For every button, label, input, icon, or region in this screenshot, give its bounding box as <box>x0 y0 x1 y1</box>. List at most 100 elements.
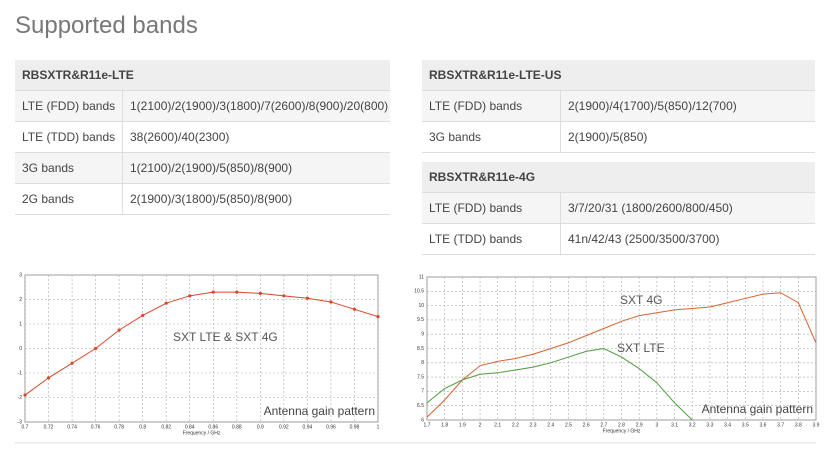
y-tick-label: 7 <box>421 389 424 395</box>
x-axis-label: Frequency / GHz <box>603 428 641 434</box>
row-value: 2(1900)/4(1700)/5(850)/12(700) <box>568 99 737 113</box>
row-label: 3G bands <box>422 122 561 152</box>
point <box>141 313 145 318</box>
x-tick-label: 0.92 <box>279 424 289 430</box>
x-tick-label: 0.94 <box>303 424 313 430</box>
table-row: LTE (FDD) bands 1(2100)/2(1900)/3(1800)/7… <box>15 91 390 122</box>
point <box>211 290 215 294</box>
x-tick-label: 3.4 <box>724 422 731 428</box>
x-tick-label: 2.3 <box>530 422 537 428</box>
row-value: 1(2100)/2(1900)/5(850)/8(900) <box>130 161 293 175</box>
table-row: LTE (TDD) bands 38(2600)/40(2300) <box>15 122 390 153</box>
x-tick-label: 3.6 <box>759 422 766 428</box>
point <box>305 296 309 300</box>
x-tick-label: 2.8 <box>618 422 625 428</box>
x-tick-label: 3 <box>655 422 658 428</box>
x-tick-label: 1.8 <box>441 422 448 428</box>
x-tick-label: 0.7 <box>22 424 29 430</box>
x-tick-label: 2.6 <box>583 422 590 428</box>
table-row: LTE (FDD) bands 2(1900)/4(1700)/5(850)/12… <box>422 91 815 122</box>
row-label: LTE (FDD) bands <box>15 91 123 121</box>
band-table: RBSXTR&R11e-LTE-US LTE (FDD) bands 2(1900)… <box>422 60 815 153</box>
point <box>117 328 121 332</box>
y-tick-label: 3 <box>19 272 22 278</box>
point <box>258 291 262 295</box>
x-tick-label: 0.96 <box>326 424 336 430</box>
x-tick-label: 0.98 <box>350 424 360 430</box>
row-label: LTE (FDD) bands <box>422 91 561 121</box>
table-title: RBSXTR&R11e-LTE <box>15 60 390 91</box>
table-body: LTE (FDD) bands 3/7/20/31 (1800/2600/800/… <box>422 193 815 255</box>
band-table: RBSXTR&R11e-4G LTE (FDD) bands 3/7/20/31 (… <box>422 162 815 255</box>
x-tick-label: 2.5 <box>565 422 572 428</box>
row-label: 2G bands <box>15 184 123 214</box>
x-tick-label: 2.2 <box>512 422 519 428</box>
y-tick-label: 9 <box>421 332 424 338</box>
y-tick-label: 6.5 <box>417 403 424 409</box>
annotation: Antenna gain pattern <box>702 402 813 416</box>
x-tick-label: 2.4 <box>547 422 554 428</box>
band-table: RBSXTR&R11e-LTE LTE (FDD) bands 1(2100)/2(… <box>15 60 390 215</box>
x-tick-label: 2.9 <box>636 422 643 428</box>
table-row: 3G bands 2(1900)/5(850) <box>422 122 815 153</box>
row-label: 3G bands <box>15 153 123 183</box>
x-tick-label: 3.5 <box>742 422 749 428</box>
x-tick-label: 0.78 <box>114 424 124 430</box>
point <box>329 300 333 304</box>
y-tick-label: 8.5 <box>417 346 424 352</box>
y-tick-label: 7.5 <box>417 374 424 380</box>
row-value: 3/7/20/31 (1800/2600/800/450) <box>568 201 733 215</box>
row-label: LTE (TDD) bands <box>422 224 561 254</box>
series-label: SXT LTE & SXT 4G <box>173 330 278 344</box>
series-label: SXT 4G <box>620 293 662 307</box>
table-title: RBSXTR&R11e-4G <box>422 162 815 193</box>
y-tick-label: 2 <box>19 297 22 303</box>
series-line <box>426 292 817 418</box>
x-tick-label: 3.2 <box>689 422 696 428</box>
point <box>164 301 168 305</box>
x-tick-label: 3.3 <box>706 422 713 428</box>
x-tick-label: 0.74 <box>67 424 77 430</box>
x-tick-label: 2 <box>479 422 482 428</box>
table-title: RBSXTR&R11e-LTE-US <box>422 60 815 91</box>
x-tick-label: 1.9 <box>459 422 466 428</box>
row-value: 2(1900)/5(850) <box>568 130 648 144</box>
x-tick-label: 0.86 <box>208 424 218 430</box>
x-tick-label: 3.1 <box>671 422 678 428</box>
x-tick-label: 0.84 <box>185 424 195 430</box>
row-value: 38(2600)/40(2300) <box>130 130 230 144</box>
table-row: 2G bands 2(1900)/3(1800)/5(850)/8(900) <box>15 184 390 215</box>
page-title: Supported bands <box>15 12 198 39</box>
y-tick-label: 1 <box>19 321 22 327</box>
x-axis-label: Frequency / GHz <box>183 430 221 436</box>
table-body: LTE (FDD) bands 1(2100)/2(1900)/3(1800)/7… <box>15 91 390 215</box>
row-value: 1(2100)/2(1900)/3(1800)/7(2600)/8(900)/2… <box>130 99 389 113</box>
row-value: 2(1900)/3(1800)/5(850)/8(900) <box>130 192 293 206</box>
table-row: LTE (TDD) bands 41n/42/43 (2500/3500/3700… <box>422 224 815 255</box>
point <box>46 376 51 380</box>
y-tick-label: -1 <box>18 370 23 376</box>
point <box>94 346 98 351</box>
series-label: SXT LTE <box>617 341 665 355</box>
x-tick-label: 0.76 <box>91 424 101 430</box>
y-tick-label: 9.5 <box>417 317 424 323</box>
y-tick-label: 11 <box>419 274 424 280</box>
y-tick-label: -3 <box>18 419 23 425</box>
x-tick-label: 2.1 <box>494 422 501 428</box>
x-tick-label: 1 <box>377 424 380 430</box>
y-tick-label: 0 <box>19 346 22 352</box>
table-row: LTE (FDD) bands 3/7/20/31 (1800/2600/800/… <box>422 193 815 224</box>
table-row: 3G bands 1(2100)/2(1900)/5(850)/8(900) <box>15 153 390 184</box>
y-tick-label: -2 <box>18 395 23 401</box>
x-tick-label: 0.9 <box>257 424 264 430</box>
x-tick-label: 0.82 <box>161 424 171 430</box>
table-body: LTE (FDD) bands 2(1900)/4(1700)/5(850)/12… <box>422 91 815 153</box>
x-tick-label: 1.7 <box>424 422 431 428</box>
row-label: LTE (TDD) bands <box>15 122 123 152</box>
point <box>188 294 192 298</box>
x-tick-label: 3.9 <box>813 422 820 428</box>
y-tick-label: 8 <box>421 360 424 366</box>
row-value: 41n/42/43 (2500/3500/3700) <box>568 232 720 246</box>
